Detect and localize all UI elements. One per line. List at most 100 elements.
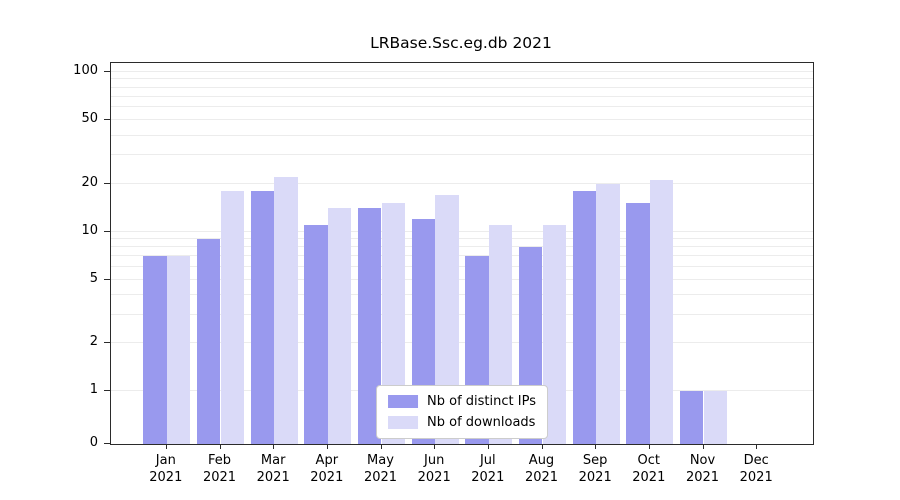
y-tick-mark	[104, 182, 110, 184]
legend: Nb of distinct IPs Nb of downloads	[376, 385, 548, 439]
x-tick-label: Jun 2021	[404, 452, 464, 486]
gridline	[111, 265, 813, 267]
y-tick-label: 10	[81, 222, 98, 238]
y-tick-label: 0	[89, 435, 98, 450]
bar-distinct-ips	[250, 190, 275, 444]
x-tick-month: Sep	[582, 453, 608, 468]
x-tick-label: Aug 2021	[512, 452, 572, 486]
bar-downloads	[703, 391, 728, 444]
x-tick-year: 2021	[739, 470, 773, 485]
x-tick-month: Aug	[528, 453, 555, 468]
y-tick-label: 1	[89, 382, 98, 397]
x-tick-label: Jan 2021	[136, 452, 196, 486]
x-tick-year: 2021	[310, 470, 344, 485]
gridline	[111, 246, 813, 247]
y-tick-mark	[104, 390, 110, 391]
x-tick-mark	[595, 444, 597, 449]
x-tick-label: Apr 2021	[297, 452, 357, 486]
bar-distinct-ips	[357, 208, 382, 444]
x-tick-year: 2021	[149, 470, 183, 485]
x-tick-label: Jul 2021	[458, 452, 518, 486]
x-tick-year: 2021	[685, 470, 720, 485]
gridline	[111, 294, 813, 295]
bar-downloads	[542, 224, 567, 444]
x-tick-year: 2021	[202, 470, 237, 485]
chart-title: LRBase.Ssc.eg.db 2021	[370, 34, 552, 52]
y-tick-mark	[104, 443, 110, 444]
x-tick-month: Dec	[743, 453, 769, 468]
x-tick-mark	[434, 444, 436, 449]
bar-distinct-ips	[626, 203, 650, 444]
legend-label: Nb of downloads	[427, 415, 536, 430]
y-tick-label: 5	[89, 270, 98, 286]
legend-swatch	[388, 395, 419, 408]
x-tick-year: 2021	[524, 470, 559, 485]
bar-downloads	[166, 256, 191, 444]
gridline	[111, 106, 813, 108]
legend-items: Nb of distinct IPs Nb of downloads	[388, 394, 536, 430]
x-tick-year: 2021	[256, 470, 290, 485]
bar-downloads	[220, 190, 245, 444]
gridline	[111, 119, 813, 120]
x-tick-month: Jul	[479, 453, 496, 468]
x-tick-mark	[756, 444, 758, 449]
bar-downloads	[327, 208, 352, 444]
x-tick-mark	[702, 444, 704, 449]
x-tick-mark	[487, 444, 489, 449]
y-tick-mark	[104, 342, 110, 343]
bar-distinct-ips	[143, 256, 167, 444]
bar-downloads	[274, 176, 298, 444]
x-tick-mark	[541, 444, 543, 449]
gridline	[111, 278, 813, 280]
legend-item: Nb of distinct IPs	[388, 394, 536, 409]
x-tick-month: Apr	[315, 453, 339, 468]
x-tick-mark	[273, 444, 275, 449]
y-tick-mark	[104, 278, 110, 280]
x-tick-label: Feb 2021	[190, 452, 250, 486]
gridline	[111, 182, 813, 184]
gridline	[111, 342, 813, 343]
y-tick-label: 50	[81, 111, 98, 126]
gridline	[111, 71, 813, 72]
bar-downloads	[649, 180, 674, 444]
x-tick-mark	[380, 444, 382, 449]
x-tick-year: 2021	[578, 470, 612, 485]
gridline	[111, 154, 813, 156]
legend-item: Nb of downloads	[388, 415, 536, 430]
bar-distinct-ips	[572, 190, 597, 444]
x-tick-mark	[648, 444, 650, 449]
x-tick-label: Oct 2021	[619, 452, 679, 486]
x-tick-label: Nov 2021	[673, 452, 733, 486]
x-tick-mark	[165, 444, 167, 449]
x-tick-year: 2021	[363, 470, 398, 485]
x-tick-month: Mar	[260, 453, 286, 468]
y-tick-label: 2	[89, 334, 98, 349]
gridline	[111, 78, 813, 80]
legend-swatch	[388, 416, 419, 429]
legend-label: Nb of distinct IPs	[427, 394, 536, 409]
gridline	[111, 313, 813, 315]
x-tick-month: Feb	[207, 453, 232, 468]
x-tick-mark	[326, 444, 328, 449]
x-tick-year: 2021	[632, 470, 666, 485]
x-tick-label: Sep 2021	[565, 452, 625, 486]
gridline	[111, 86, 813, 88]
x-tick-month: May	[367, 453, 394, 468]
bar-downloads	[381, 203, 406, 444]
x-tick-month: Jan	[155, 453, 176, 468]
gridline	[111, 95, 813, 97]
gridline	[111, 237, 813, 239]
x-tick-mark	[219, 444, 221, 449]
bar-distinct-ips	[304, 224, 328, 444]
plot-area: Nb of distinct IPs Nb of downloads	[110, 62, 814, 445]
bar-downloads	[435, 194, 459, 444]
x-tick-month: Oct	[637, 453, 661, 468]
bar-distinct-ips	[196, 238, 221, 444]
bar-downloads	[596, 183, 620, 444]
x-tick-year: 2021	[471, 470, 505, 485]
bar-distinct-ips	[679, 391, 704, 444]
y-tick-mark	[104, 71, 110, 72]
y-tick-mark	[104, 230, 110, 232]
y-tick-label: 100	[73, 63, 98, 78]
